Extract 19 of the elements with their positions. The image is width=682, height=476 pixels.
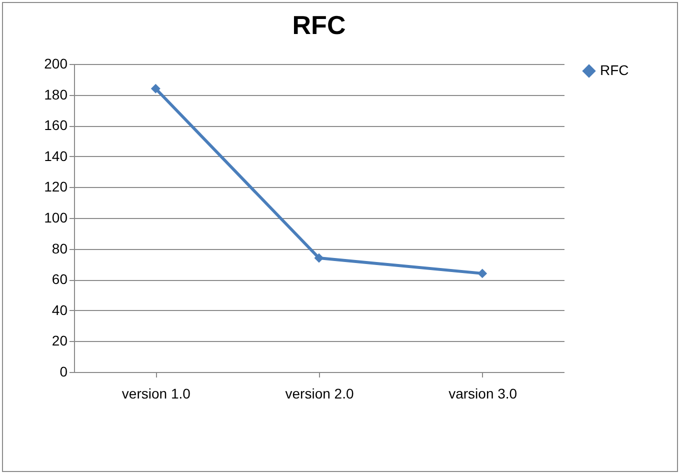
y-tick-label: 160 [44,117,68,134]
y-tick-label: 180 [44,86,68,102]
y-tick-label: 40 [52,302,68,318]
y-tick-label: 140 [44,148,68,164]
y-tick-label: 20 [52,332,68,349]
point [478,268,488,278]
point [150,84,160,94]
x-tick-label: varsion 3.0 [448,386,518,402]
y-tick-label: 200 [44,56,68,72]
y-tick-label: 60 [52,271,68,288]
y-tick-label: 80 [52,240,68,256]
x-tick-label: version 1.0 [122,386,191,402]
y-tick-label: 120 [44,178,68,195]
chart-title: RFC [292,10,346,40]
y-tick-label: 0 [60,364,68,380]
y-tick-label: 100 [44,210,68,226]
point [314,253,324,263]
legend-label: RFC [600,62,629,78]
x-tick-label: version 2.0 [285,386,354,402]
